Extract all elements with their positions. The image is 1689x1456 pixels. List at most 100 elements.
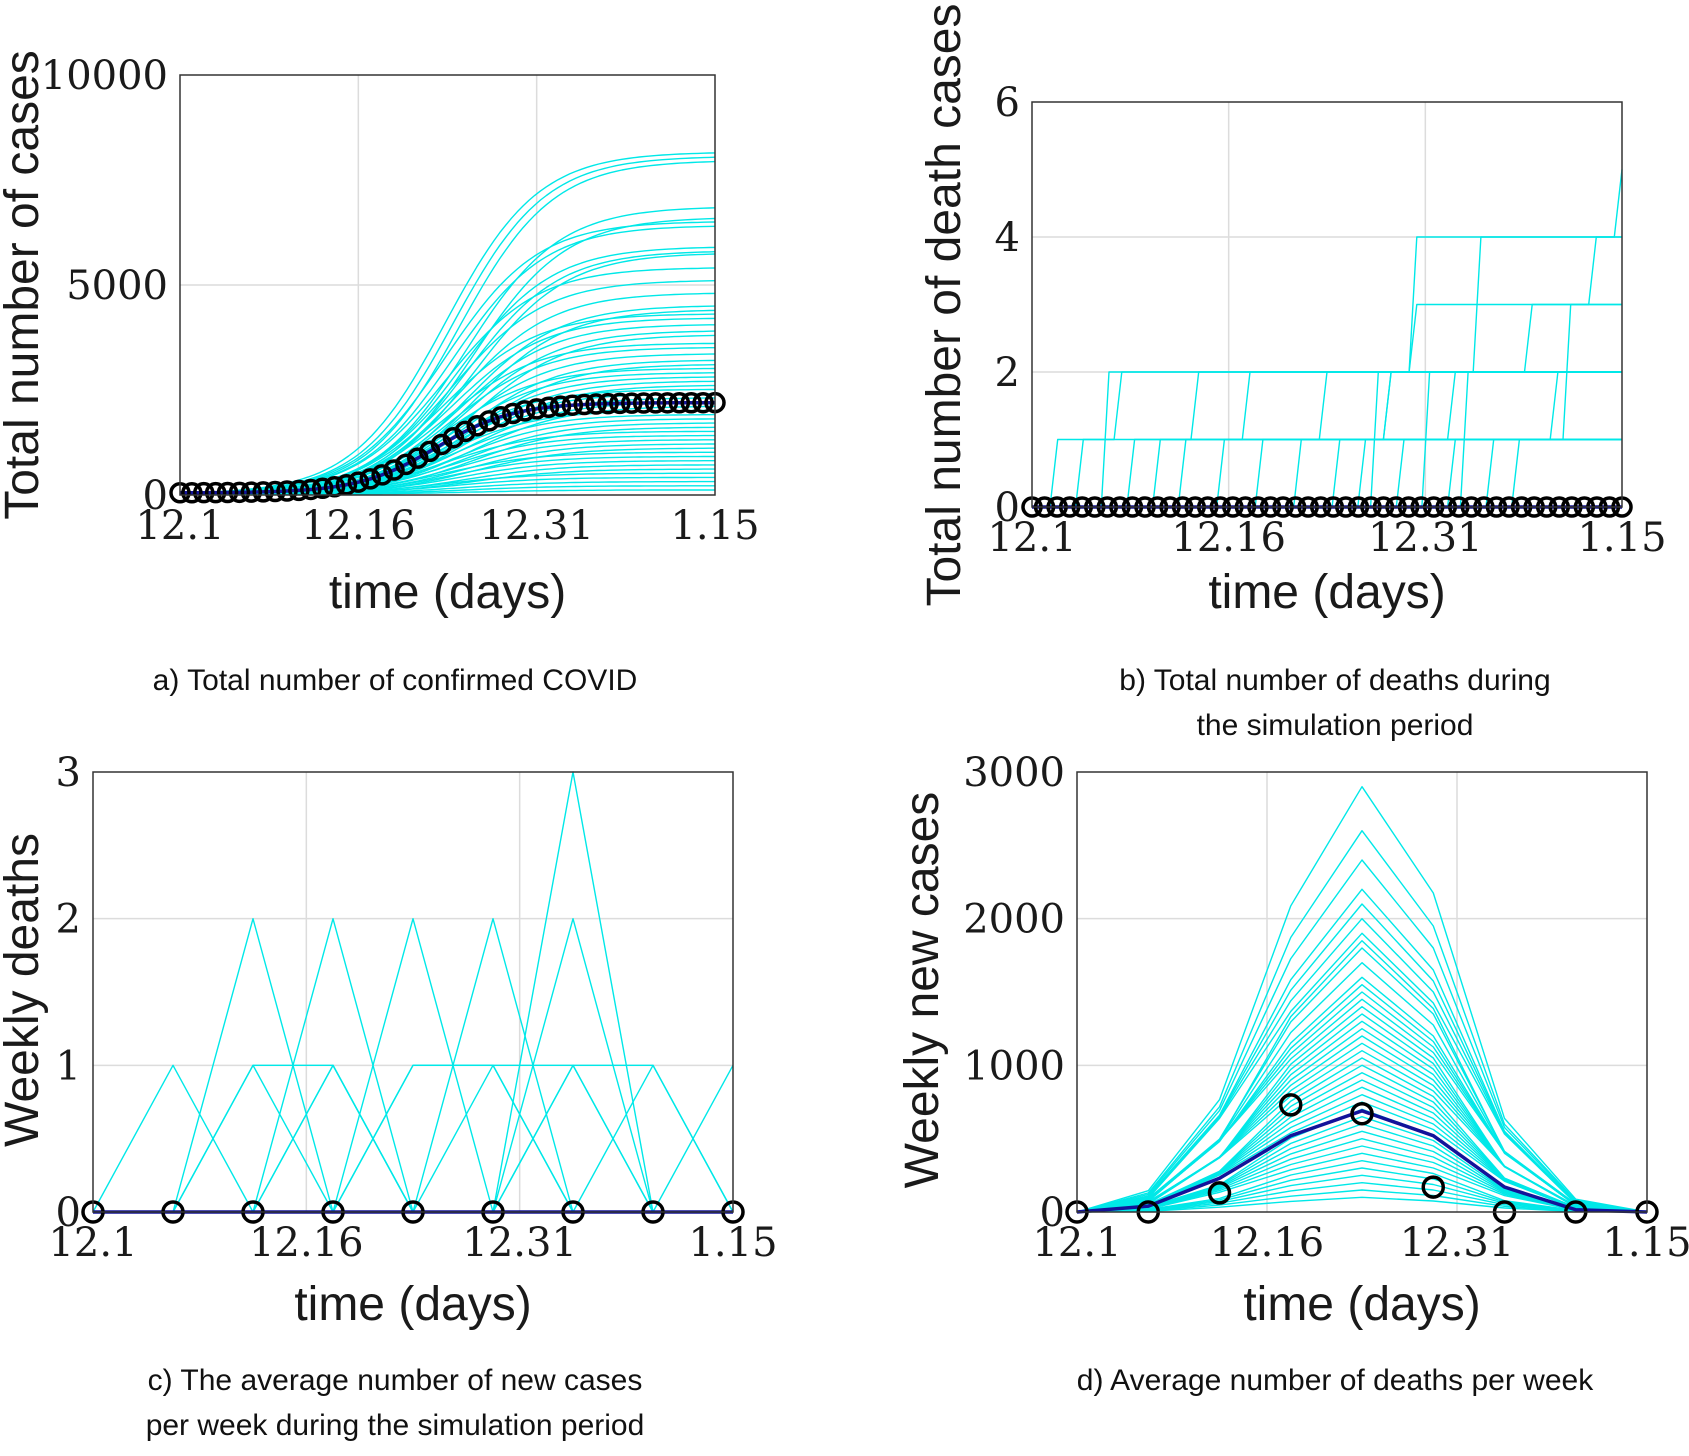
observed-marker [181, 481, 203, 504]
observed-marker [359, 468, 381, 490]
observed-marker [240, 481, 263, 503]
observed-marker [668, 392, 691, 414]
y-tick-label: 2000 [963, 897, 1065, 943]
x-axis-label: time (days) [329, 566, 566, 619]
panel-b-total-deaths: 12.1 12.16 12.31 1.15 0 2 4 6 time (days) Total n… [918, 3, 1667, 742]
x-tick-label: 1.15 [670, 503, 759, 549]
plot-area [1021, 169, 1633, 518]
x-axis-label: time (days) [1243, 1278, 1480, 1331]
observed-marker [228, 481, 251, 504]
observed-marker [383, 459, 405, 481]
axes-box [1031, 101, 1623, 508]
x-tick-label: 12.31 [1368, 515, 1483, 561]
observed-marker [335, 473, 358, 496]
axes-box [92, 771, 734, 1213]
simulation-line [1076, 1189, 1648, 1213]
panel-caption: c) The average number of new cases [148, 1364, 643, 1397]
observed-marker [609, 392, 631, 415]
simulation-line [93, 1064, 733, 1213]
x-tick-label: 12.31 [1400, 1220, 1515, 1266]
x-tick-label: 1.15 [688, 1220, 777, 1266]
observed-marker [514, 400, 536, 422]
x-tick-label: 12.31 [479, 503, 594, 549]
panel-caption: a) Total number of confirmed COVID [153, 664, 638, 697]
simulation-line [93, 1064, 733, 1213]
panel-d-weekly-new-cases: 12.1 12.16 12.31 1.15 0 1000 2000 3000 time (day… [896, 750, 1689, 1397]
plot-area [169, 152, 726, 504]
observed-marker [549, 395, 572, 417]
y-tick-label: 0 [1040, 1190, 1065, 1236]
average-line [1076, 1108, 1648, 1214]
y-tick-label: 0 [143, 473, 168, 519]
simulation-line [180, 489, 715, 495]
x-tick-label: 12.31 [462, 1220, 577, 1266]
y-tick-label: 6 [995, 80, 1020, 126]
x-tick-label: 1.15 [1577, 515, 1666, 561]
observed-marker [632, 392, 655, 414]
y-tick-label: 3 [56, 750, 81, 796]
observed-marker [644, 392, 667, 414]
x-tick-label: 12.1 [135, 503, 224, 549]
y-axis-label: Weekly deaths [0, 833, 49, 1147]
simulation-line [1076, 1152, 1648, 1213]
observed-marker [371, 464, 393, 486]
panel-caption: the simulation period [1197, 709, 1474, 742]
simulation-line [93, 1064, 734, 1213]
x-tick-label: 12.16 [1171, 515, 1286, 561]
observed-marker [1350, 1101, 1374, 1126]
plot-area [81, 771, 745, 1224]
observed-marker [597, 392, 619, 415]
observed-marker [537, 396, 560, 419]
observed-marker [442, 426, 465, 449]
simulation-line [1032, 169, 1623, 508]
simulation-line [93, 1064, 734, 1213]
y-tick-label: 2 [56, 897, 81, 943]
y-axis-label: Total number of cases [0, 50, 49, 520]
observed-marker [466, 414, 488, 437]
simulation-line [1076, 1072, 1648, 1213]
x-tick-label: 12.1 [987, 515, 1076, 561]
panel-caption: per week during the simulation period [146, 1409, 645, 1442]
x-tick-label: 12.1 [1032, 1220, 1121, 1266]
simulation-line [1076, 859, 1648, 1213]
x-tick-label: 12.16 [301, 503, 416, 549]
x-axis-label: time (days) [294, 1278, 531, 1331]
observed-marker [680, 391, 702, 414]
y-tick-label: 3000 [963, 750, 1065, 796]
axes-box [179, 74, 716, 496]
observed-marker [621, 392, 643, 414]
panel-caption: d) Average number of deaths per week [1077, 1364, 1594, 1397]
panel-caption: b) Total number of deaths during [1119, 664, 1550, 697]
observed-marker [585, 393, 607, 415]
simulation-line [93, 1064, 733, 1213]
simulation-line [1076, 998, 1648, 1213]
panel-a-total-cases: 12.1 12.16 12.31 1.15 0 5000 10000 time (days) T… [0, 50, 760, 697]
observed-marker [347, 471, 370, 493]
panel-c-weekly-deaths: 12.1 12.16 12.31 1.15 0 1 2 3 time (days) Weekly … [0, 750, 778, 1442]
y-tick-label: 1000 [963, 1043, 1065, 1089]
observed-marker [311, 477, 334, 500]
simulation-line [1076, 830, 1648, 1213]
observed-marker [561, 394, 584, 416]
simulation-line [1032, 303, 1622, 508]
x-tick-label: 12.1 [48, 1220, 137, 1266]
x-tick-label: 12.16 [1210, 1220, 1325, 1266]
y-tick-label: 4 [995, 215, 1020, 261]
observed-marker [216, 481, 239, 504]
observed-marker [204, 481, 227, 504]
simulation-line [1076, 786, 1648, 1213]
observed-marker [502, 402, 524, 425]
observed-marker [525, 398, 548, 420]
x-axis-label: time (days) [1208, 566, 1445, 619]
observed-marker [300, 478, 322, 501]
observed-marker [1421, 1175, 1445, 1199]
observed-marker [288, 479, 310, 502]
simulation-line [1076, 1196, 1648, 1213]
simulation-line [93, 1064, 733, 1213]
observed-marker [490, 406, 512, 428]
observed-marker [1207, 1181, 1232, 1205]
simulation-line [179, 221, 716, 494]
simulation-line [1032, 303, 1622, 508]
x-tick-label: 1.15 [1602, 1220, 1689, 1266]
